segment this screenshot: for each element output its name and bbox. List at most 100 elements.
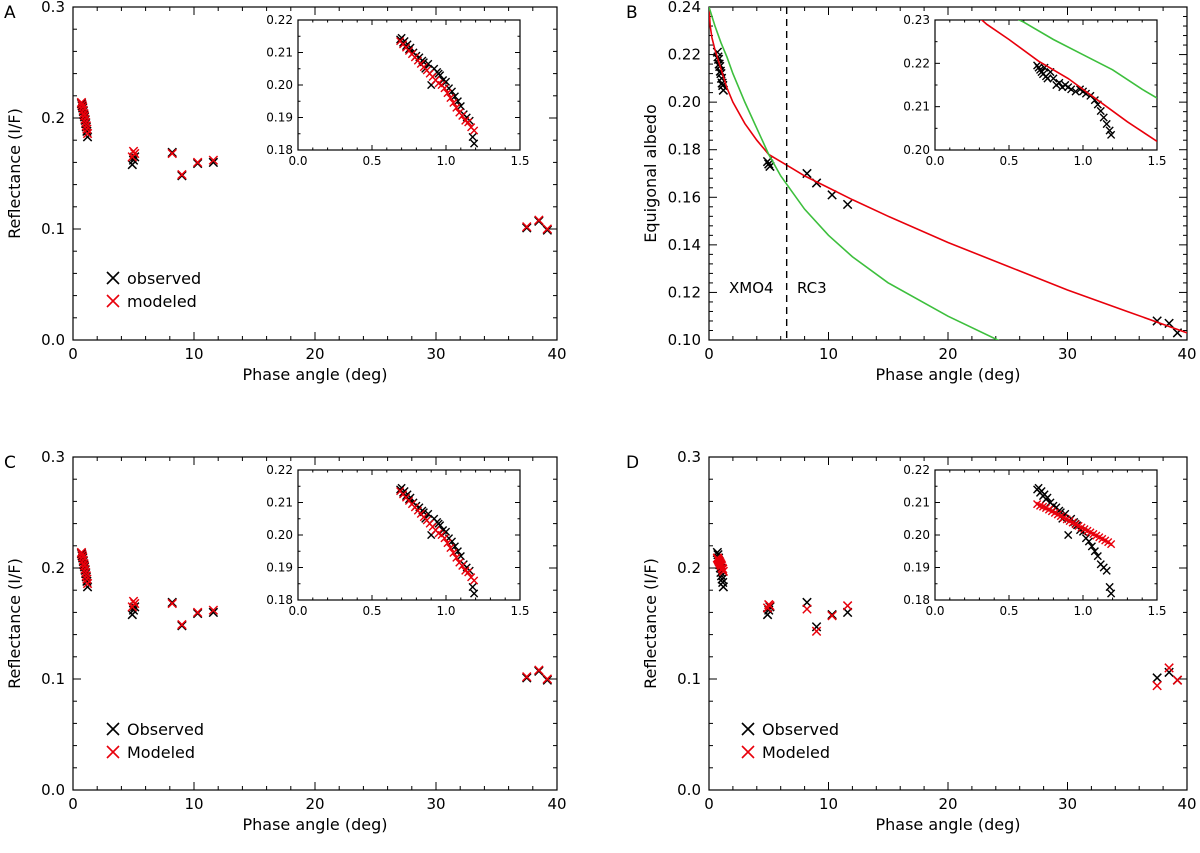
x-tick-label: 1.0 [436,604,455,618]
data-point-observed [1152,673,1162,683]
data-point-observed [1087,542,1096,551]
data-point-modeled [192,157,203,168]
data-point-observed [522,673,532,683]
panel-d: 0 10 20 30 40 0.0 0.1 0.2 0.3 Phase angle (deg) Re… [641,448,1197,834]
x-axis-label: Phase angle (deg) [876,815,1021,834]
data-point-modeled [464,568,473,577]
data-point-observed [1067,85,1076,94]
legend-label-observed: observed [127,269,201,288]
series-line-red-curve [980,20,1157,142]
legend-marker-modeled [741,745,755,759]
panel-letter-c: C [4,453,16,473]
data-point-modeled [452,103,461,112]
data-point-modeled [79,558,89,569]
x-axis-label: Phase angle (deg) [243,365,388,384]
panel-letter-d: D [626,453,639,473]
data-point-observed [82,582,93,592]
y-tick-label: 0.19 [903,561,930,575]
y-axis-label: Reflectance (I/F) [641,558,660,689]
series-line-green-curve [709,7,1000,340]
data-point-modeled [440,84,449,93]
legend-x-observed [106,722,120,736]
data-point-observed [1102,119,1111,129]
data-point-observed [424,509,433,518]
y-tick-label: 0.2 [41,559,65,577]
x-tick-label: 0.0 [925,604,944,618]
y-tick-label: 0.20 [903,143,930,157]
y-tick-label: 0.18 [266,593,293,607]
data-point-observed [1064,530,1073,540]
legend-x-observed [741,722,755,736]
x-tick-label: 20 [305,795,324,813]
y-tick-label: 0.21 [903,100,930,114]
data-point-observed [424,59,433,68]
y-tick-label: 0.22 [266,13,293,27]
panel-b-inset-frame [934,19,1158,151]
data-point-observed [470,589,479,598]
y-tick-label: 0.0 [41,331,65,349]
data-point-modeled [470,576,479,585]
y-tick-label: 0.18 [668,141,701,159]
data-point-modeled [802,604,812,614]
panel-c-inset-frame [297,469,521,601]
data-point-observed [1102,566,1111,575]
panel-c-inset-plot: 0.0 0.5 1.0 1.5 0.18 0.19 0.20 0.21 0.22 [266,463,529,618]
data-point-observed [827,609,837,620]
y-tick-label: 0.1 [41,670,65,688]
data-point-modeled [208,155,219,165]
y-tick-label: 0.23 [903,13,930,27]
data-point-observed [82,132,93,142]
y-tick-label: 0.21 [266,496,293,510]
y-tick-label: 0.24 [668,0,701,16]
legend-label-modeled: Modeled [762,743,830,762]
data-point-modeled [81,121,92,131]
data-point-observed [534,666,544,676]
y-tick-label: 0.20 [266,528,293,542]
data-point-observed [470,139,479,148]
y-axis-label: Reflectance (I/F) [5,108,24,239]
data-point-observed [441,77,451,86]
x-tick-label: 0.5 [999,154,1018,168]
x-tick-label: 30 [1058,345,1077,363]
data-point-observed [1105,582,1114,592]
x-tick-label: 1.5 [510,604,529,618]
x-tick-label: 40 [1177,345,1196,363]
y-tick-label: 0.1 [41,220,65,238]
data-point-modeled [458,561,467,570]
legend-marker-modeled [106,294,120,308]
y-tick-label: 0.22 [903,463,930,477]
legend-marker-modeled [106,745,120,759]
data-point-modeled [1152,680,1162,691]
y-tick-label: 0.12 [668,283,701,301]
data-point-observed [468,132,477,142]
x-tick-label: 0.0 [288,604,307,618]
data-point-observed [1084,537,1094,546]
data-point-modeled [716,561,727,571]
y-tick-label: 0.19 [266,111,293,125]
data-point-modeled [718,566,729,577]
legend-marker-observed [741,722,755,736]
data-point-modeled [718,564,728,574]
x-tick-label: 30 [426,795,445,813]
data-point-observed [1107,130,1116,139]
data-point-observed [447,537,457,546]
x-tick-label: 10 [184,795,203,813]
panel-b-inset-plot: 0.0 0.5 1.0 1.5 0.20 0.21 0.22 0.23 [903,13,1166,168]
data-point-modeled [765,601,775,611]
y-tick-label: 0.2 [41,109,65,127]
data-point-modeled [449,98,458,107]
y-tick-label: 0.22 [668,46,701,64]
data-point-modeled [129,148,140,159]
data-point-modeled [77,99,87,110]
data-point-modeled [78,105,89,115]
data-point-observed [456,552,465,561]
data-point-modeled [79,108,89,119]
data-point-observed [177,620,187,631]
x-tick-label: 0 [68,795,78,813]
annotation-rc3: RC3 [797,279,827,297]
x-tick-label: 1.5 [1147,604,1166,618]
data-point-observed [450,92,459,101]
panel-a-inset-frame [297,19,521,151]
panel-b: 0 10 20 30 40 0.10 0.12 0.14 0.16 0.18 0.20 0.22 0.2… [641,0,1197,384]
data-point-observed [534,216,544,226]
